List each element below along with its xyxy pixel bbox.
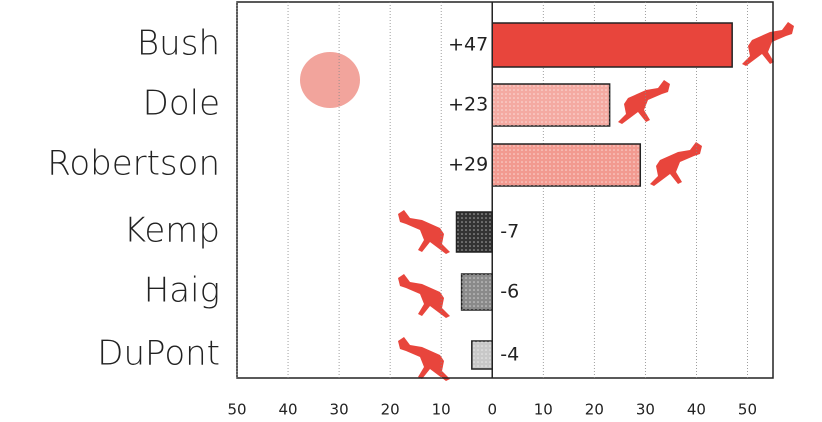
- bar-texture: [471, 341, 493, 369]
- value-label: +47: [448, 34, 488, 56]
- x-tick-label: 10: [534, 401, 553, 419]
- x-tick-label: 40: [687, 401, 706, 419]
- x-tick-label: 30: [330, 401, 349, 419]
- x-tick-label: 10: [432, 401, 451, 419]
- category-label: Kemp: [124, 211, 220, 251]
- value-label: -6: [500, 281, 519, 303]
- x-tick-label: 50: [738, 401, 757, 419]
- bar-texture: [492, 84, 610, 126]
- x-tick-label: 20: [381, 401, 400, 419]
- plot-frame: [236, 1, 774, 379]
- x-tick-label: 50: [227, 401, 246, 419]
- category-label: Dole: [143, 84, 220, 124]
- value-label: +29: [448, 154, 488, 176]
- category-label: DuPont: [97, 334, 220, 374]
- value-label: -4: [500, 344, 519, 366]
- bar-texture: [456, 212, 493, 252]
- bar-texture: [492, 144, 641, 186]
- x-tick-label: 0: [487, 401, 497, 419]
- x-tick-label: 20: [585, 401, 604, 419]
- category-label: Bush: [137, 24, 220, 64]
- value-label: +23: [448, 94, 488, 116]
- category-label: Haig: [144, 271, 220, 311]
- decoration: [300, 22, 794, 381]
- x-tick-label: 40: [279, 401, 298, 419]
- bar: [491, 22, 733, 68]
- value-label: -7: [500, 221, 519, 243]
- x-tick-label: 30: [636, 401, 655, 419]
- bar-texture: [461, 274, 493, 310]
- category-label: Robertson: [47, 144, 220, 184]
